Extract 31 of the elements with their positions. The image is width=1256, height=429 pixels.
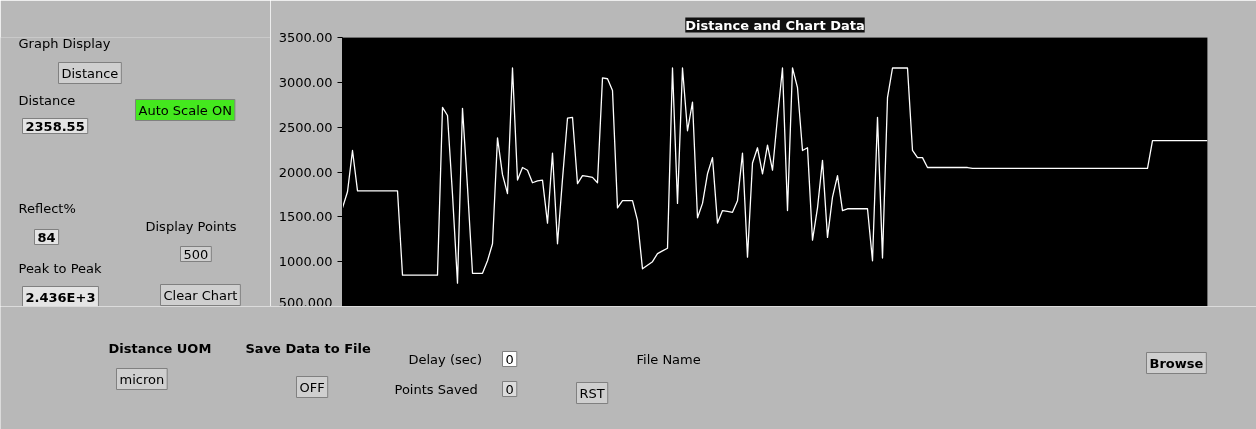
text: 2358.55: [25, 118, 85, 134]
text: 84: [37, 229, 56, 245]
text: Distance: [18, 92, 76, 108]
text: Clear Chart: [163, 287, 238, 303]
text: 2.436E+3: [25, 289, 96, 305]
text: Delay (sec): [408, 351, 482, 367]
y-tick-label: 1500.00: [278, 209, 333, 225]
y-tick-label: 1000.00: [278, 254, 333, 270]
y-tick-label: 3000.00: [278, 74, 333, 90]
text: OFF: [299, 379, 325, 395]
text: micron: [119, 371, 165, 387]
text: Distance: [61, 65, 119, 81]
text: Points Saved: [394, 381, 478, 397]
text: RST: [579, 385, 605, 401]
text: Graph Display: [18, 35, 111, 51]
text: Peak to Peak: [18, 260, 103, 276]
text: Save Data to File: [245, 340, 371, 356]
text: File Name: [636, 351, 701, 367]
y-tick-label: 3500.00: [278, 30, 333, 45]
y-tick-label: 500.000: [278, 294, 333, 310]
text: 0: [505, 351, 514, 367]
text: Reflect%: [18, 200, 76, 216]
text: Distance UOM: [108, 340, 212, 356]
text: Auto Scale ON: [138, 102, 232, 118]
text: Display Points: [145, 218, 237, 234]
chart-title: Distance and Chart Data: [685, 17, 865, 33]
text: 500: [183, 246, 209, 262]
y-tick-label: 2000.00: [278, 164, 333, 180]
text: 0: [505, 381, 514, 397]
text: Browse: [1149, 355, 1204, 371]
y-tick-label: 2500.00: [278, 119, 333, 135]
